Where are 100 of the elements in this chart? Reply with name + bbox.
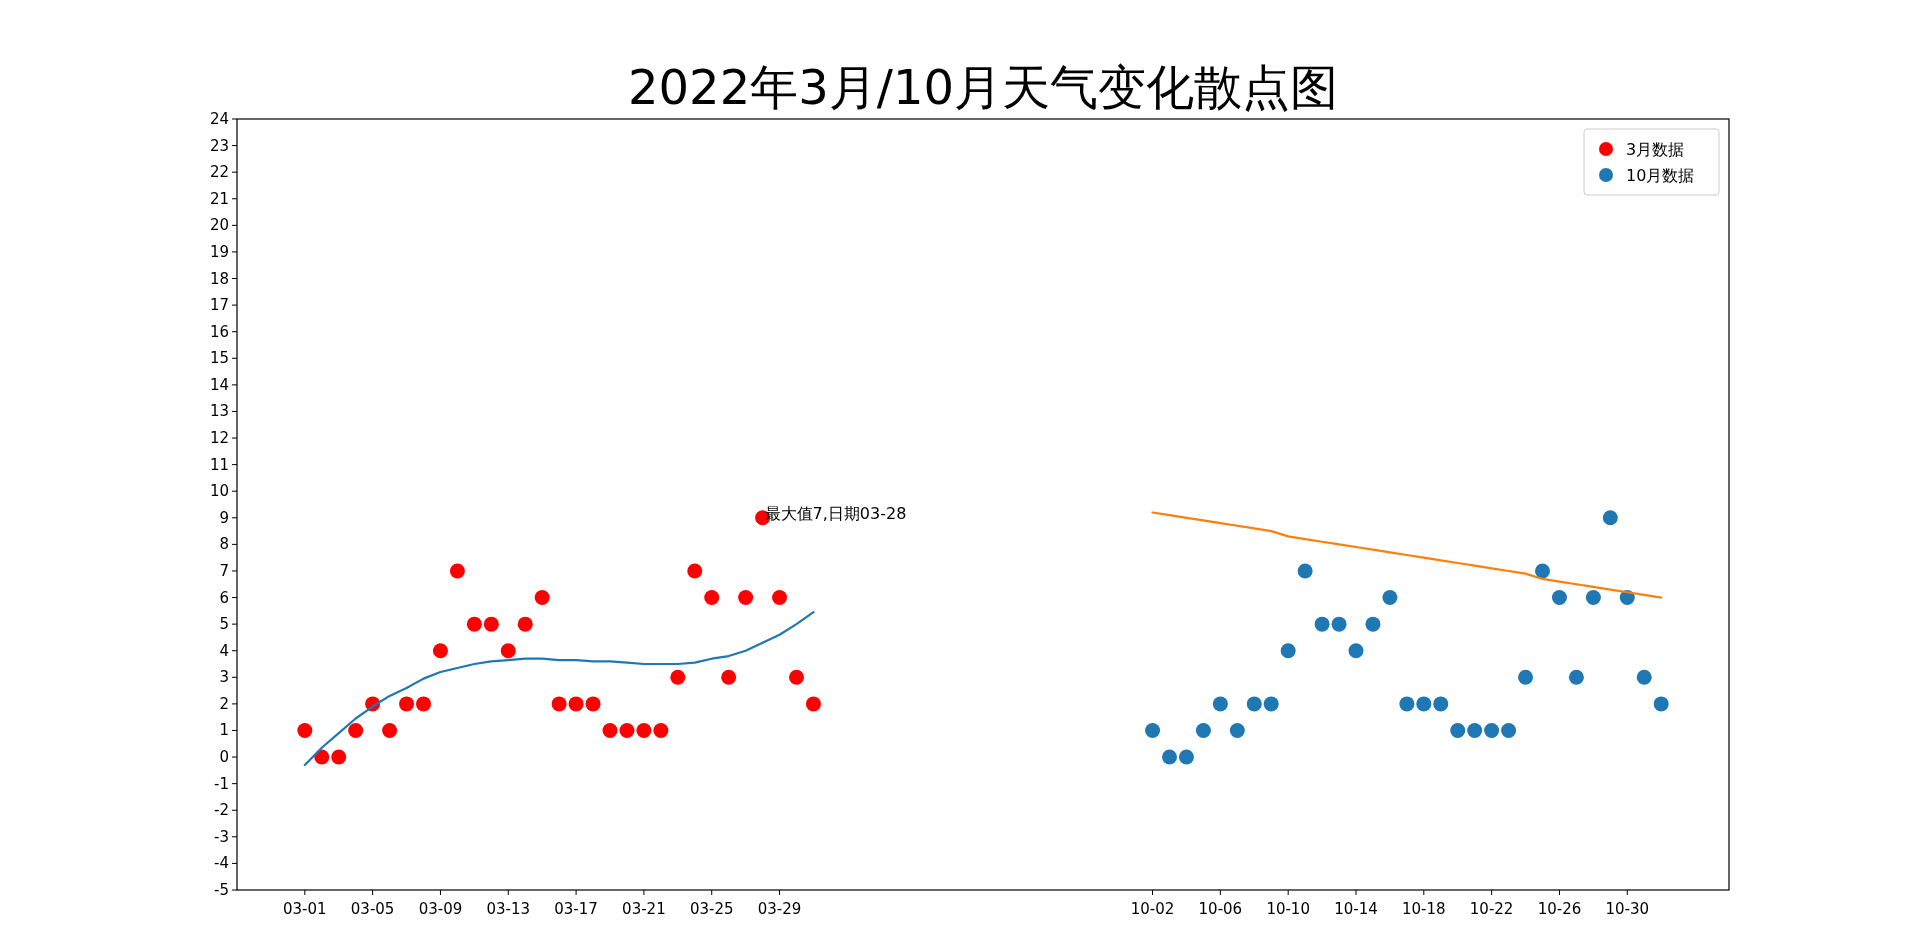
point xyxy=(551,696,567,712)
point xyxy=(483,616,499,632)
point xyxy=(568,696,584,712)
line-series xyxy=(303,611,815,767)
point xyxy=(1195,722,1211,738)
point xyxy=(534,590,550,606)
y-tick-label: 16 xyxy=(209,322,229,341)
point xyxy=(297,722,313,738)
point xyxy=(1450,722,1466,738)
point xyxy=(1467,722,1483,738)
point xyxy=(585,696,601,712)
point xyxy=(653,722,669,738)
point xyxy=(619,722,635,738)
x-tick-label: 03-05 xyxy=(350,900,395,918)
point xyxy=(1518,669,1534,685)
point xyxy=(1653,696,1669,712)
point xyxy=(1229,722,1245,738)
y-tick-label: 6 xyxy=(219,588,229,607)
point xyxy=(331,749,347,765)
y-tick-label: 9 xyxy=(219,508,229,527)
y-tick-label: 8 xyxy=(219,535,229,554)
x-tick-label: 03-29 xyxy=(757,900,802,918)
y-tick-label: 20 xyxy=(209,216,229,235)
y-tick-label: -3 xyxy=(214,827,229,846)
y-tick-label: -2 xyxy=(214,801,229,820)
y-tick-label: 11 xyxy=(209,455,229,474)
x-tick-label: 10-18 xyxy=(1402,900,1446,918)
y-tick-label: 2 xyxy=(219,694,229,713)
y-tick-label: 22 xyxy=(209,163,229,182)
x-tick-label: 03-25 xyxy=(689,900,734,918)
point xyxy=(1433,696,1449,712)
point xyxy=(602,722,618,738)
point xyxy=(348,722,364,738)
point xyxy=(416,696,431,712)
point xyxy=(1263,696,1279,712)
y-tick-label: -1 xyxy=(214,774,229,793)
y-tick-label: 24 xyxy=(209,110,229,128)
y-tick-label: 12 xyxy=(209,429,229,448)
point xyxy=(772,590,788,606)
chart-title: 2022年3月/10月天气变化散点图 xyxy=(628,59,1338,115)
point xyxy=(721,669,737,685)
point xyxy=(1501,722,1517,738)
point xyxy=(432,643,448,659)
y-tick-label: 1 xyxy=(219,721,229,740)
y-tick-label: 10 xyxy=(209,482,229,501)
point xyxy=(738,590,754,606)
x-tick-label: 10-26 xyxy=(1537,900,1582,918)
point xyxy=(1585,590,1601,606)
point xyxy=(449,563,465,579)
y-tick-label: -5 xyxy=(214,881,229,899)
point xyxy=(1416,696,1432,712)
y-tick-label: 21 xyxy=(209,189,229,208)
y-tick-label: 5 xyxy=(219,615,229,634)
point xyxy=(805,696,821,712)
point xyxy=(1602,510,1618,526)
y-tick-label: 13 xyxy=(209,402,229,421)
point xyxy=(1568,669,1584,685)
point xyxy=(1212,696,1228,712)
point xyxy=(789,669,804,685)
annotation: 最大值7,日期03-28 xyxy=(764,503,907,523)
y-tick-label: -4 xyxy=(214,854,229,873)
y-tick-label: 19 xyxy=(209,242,229,261)
x-tick-label: 10-30 xyxy=(1605,900,1650,918)
point xyxy=(1331,616,1347,632)
point xyxy=(1484,722,1500,738)
x-tick-label: 03-13 xyxy=(486,900,531,918)
point xyxy=(399,696,415,712)
x-tick-label: 10-22 xyxy=(1469,900,1514,918)
point xyxy=(500,643,516,659)
legend-label: 3月数据 xyxy=(1626,140,1685,159)
point xyxy=(517,616,533,632)
point xyxy=(1280,643,1296,659)
point xyxy=(1297,563,1313,579)
x-tick-label: 10-02 xyxy=(1130,900,1175,918)
y-tick-label: 17 xyxy=(209,296,229,315)
x-tick-label: 03-17 xyxy=(554,900,598,918)
y-tick-label: 14 xyxy=(209,375,229,394)
point xyxy=(1348,643,1364,659)
point xyxy=(1162,749,1177,765)
point xyxy=(1314,616,1330,632)
point xyxy=(1382,590,1398,606)
point xyxy=(687,563,703,579)
point xyxy=(1399,696,1415,712)
point xyxy=(382,722,398,738)
legend-label: 10月数据 xyxy=(1626,166,1695,185)
x-tick-label: 03-21 xyxy=(622,900,666,918)
point xyxy=(704,590,720,606)
point xyxy=(636,722,652,738)
x-tick-label: 10-10 xyxy=(1266,900,1310,918)
y-tick-label: 15 xyxy=(209,349,229,368)
x-tick-label: 10-14 xyxy=(1334,900,1378,918)
y-tick-label: 23 xyxy=(209,136,229,155)
point xyxy=(1636,669,1652,685)
point xyxy=(1535,563,1550,579)
x-tick-label: 03-09 xyxy=(418,900,463,918)
point xyxy=(466,616,482,632)
x-tick-label: 03-01 xyxy=(283,900,327,918)
point xyxy=(1145,722,1161,738)
x-tick-label: 10-06 xyxy=(1198,900,1243,918)
y-tick-label: 4 xyxy=(219,641,229,660)
